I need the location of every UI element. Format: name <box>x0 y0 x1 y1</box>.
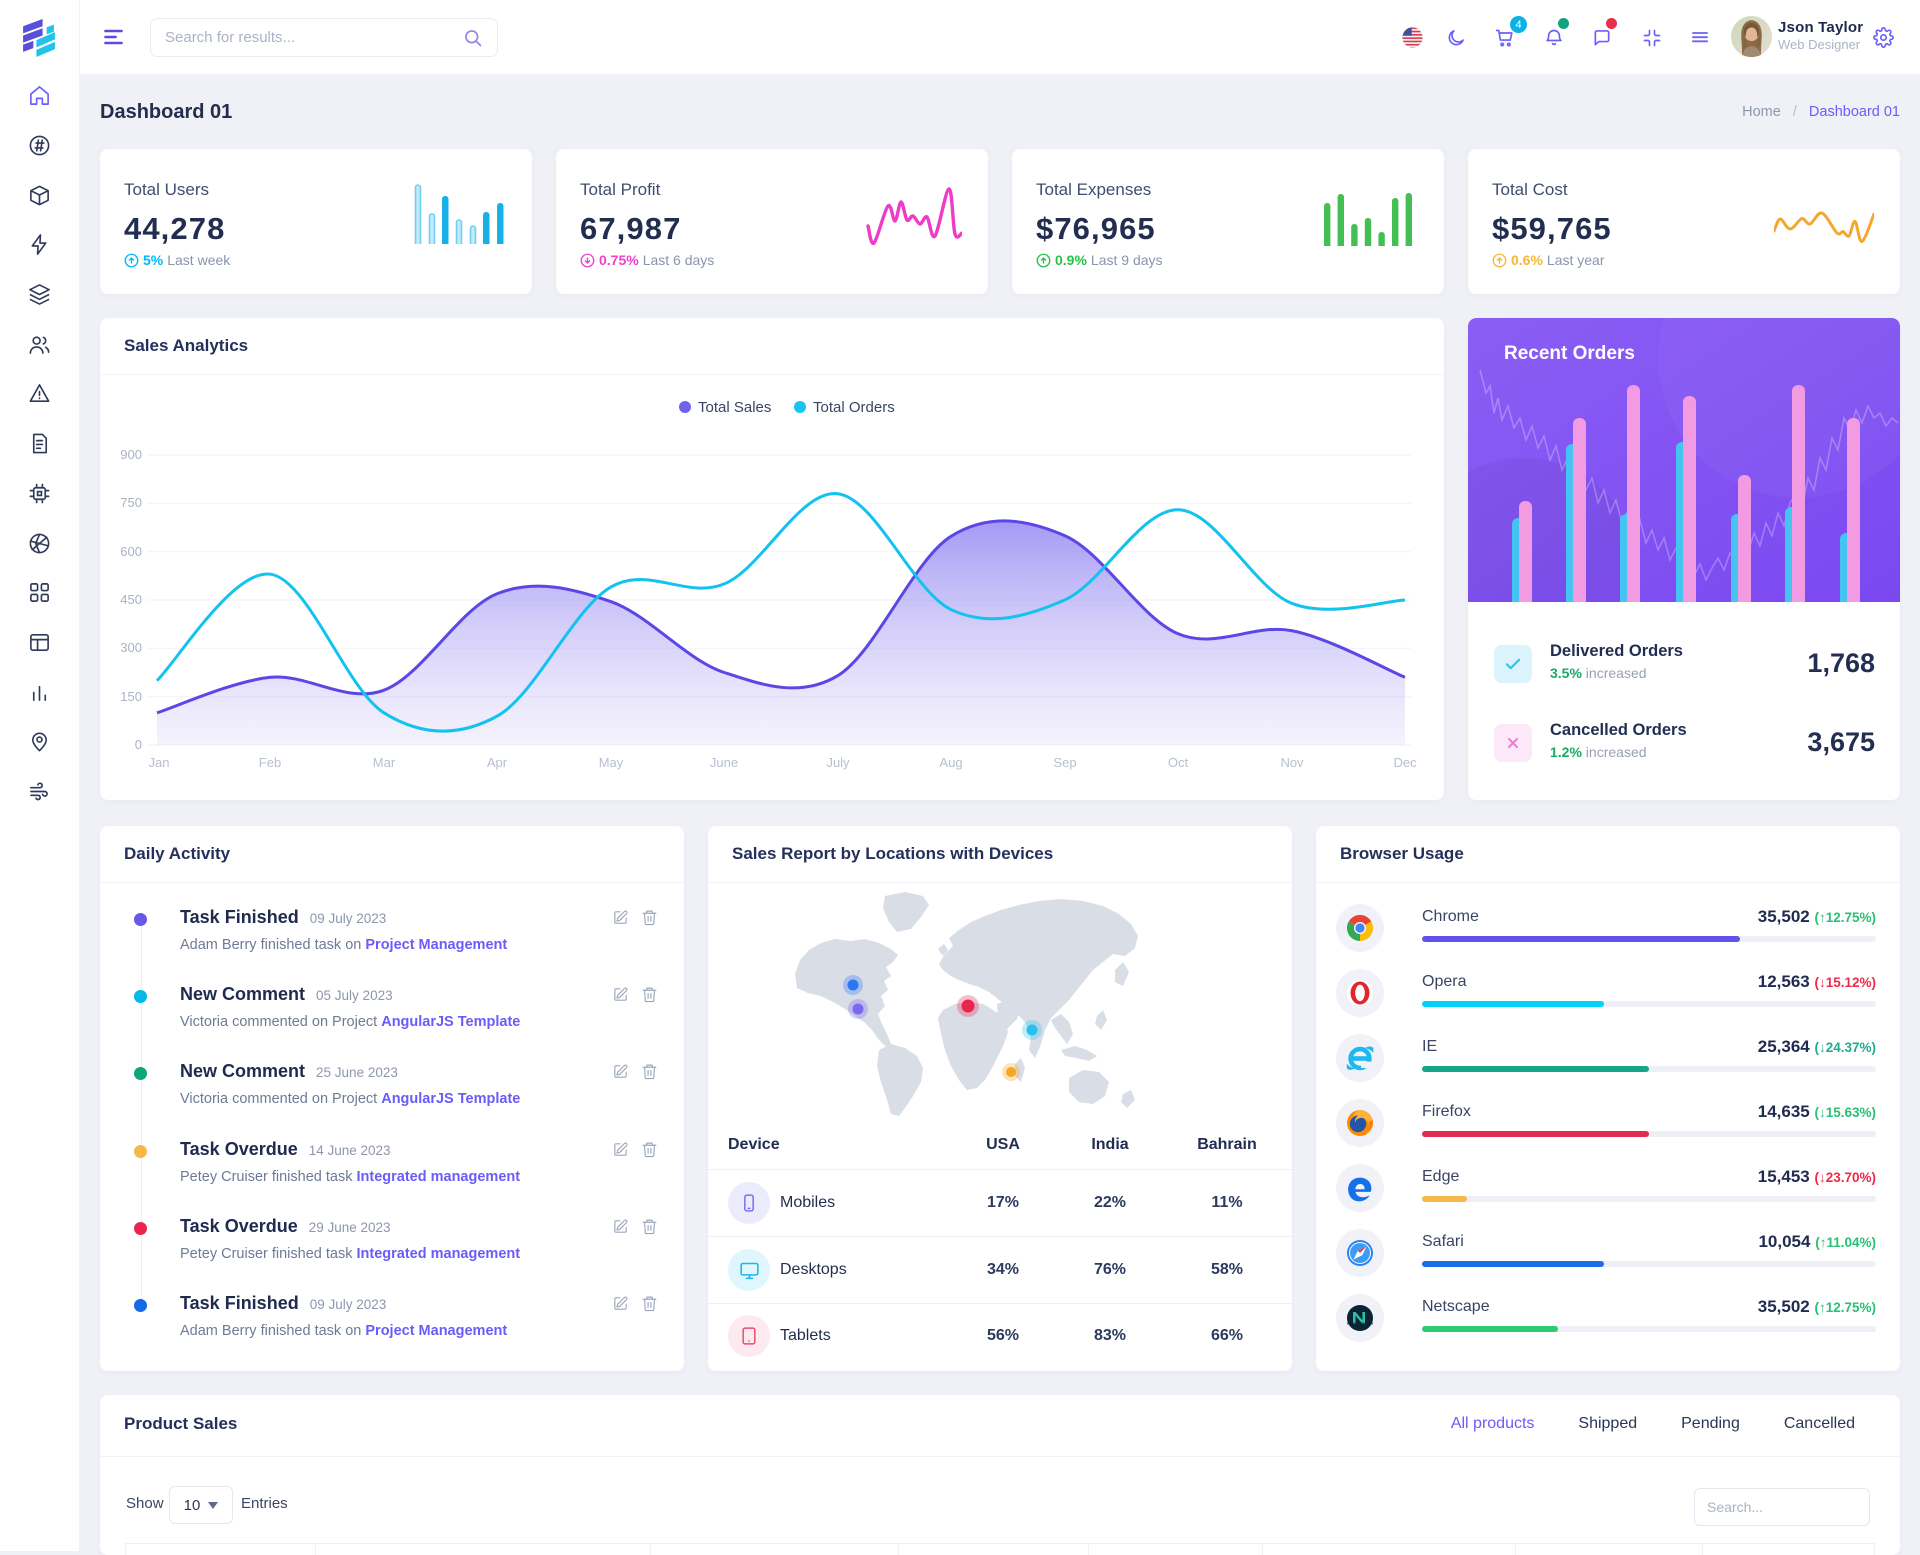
svg-text:Feb: Feb <box>259 755 281 770</box>
svg-text:Dec: Dec <box>1393 755 1417 770</box>
svg-text:Nov: Nov <box>1280 755 1304 770</box>
svg-text:Mar: Mar <box>373 755 396 770</box>
svg-text:Oct: Oct <box>1168 755 1189 770</box>
svg-text:May: May <box>599 755 624 770</box>
svg-text:750: 750 <box>120 495 142 510</box>
svg-text:0: 0 <box>135 737 142 752</box>
svg-text:450: 450 <box>120 592 142 607</box>
svg-text:150: 150 <box>120 689 142 704</box>
svg-text:July: July <box>826 755 850 770</box>
svg-text:Jan: Jan <box>149 755 170 770</box>
svg-text:Total Sales: Total Sales <box>698 399 771 416</box>
svg-text:Total Orders: Total Orders <box>813 399 895 416</box>
svg-text:600: 600 <box>120 544 142 559</box>
svg-text:Sep: Sep <box>1053 755 1076 770</box>
svg-text:900: 900 <box>120 447 142 462</box>
svg-text:June: June <box>710 755 738 770</box>
svg-text:Apr: Apr <box>487 755 508 770</box>
svg-text:Aug: Aug <box>939 755 962 770</box>
svg-text:Recent Orders: Recent Orders <box>1504 343 1635 364</box>
svg-text:300: 300 <box>120 640 142 655</box>
